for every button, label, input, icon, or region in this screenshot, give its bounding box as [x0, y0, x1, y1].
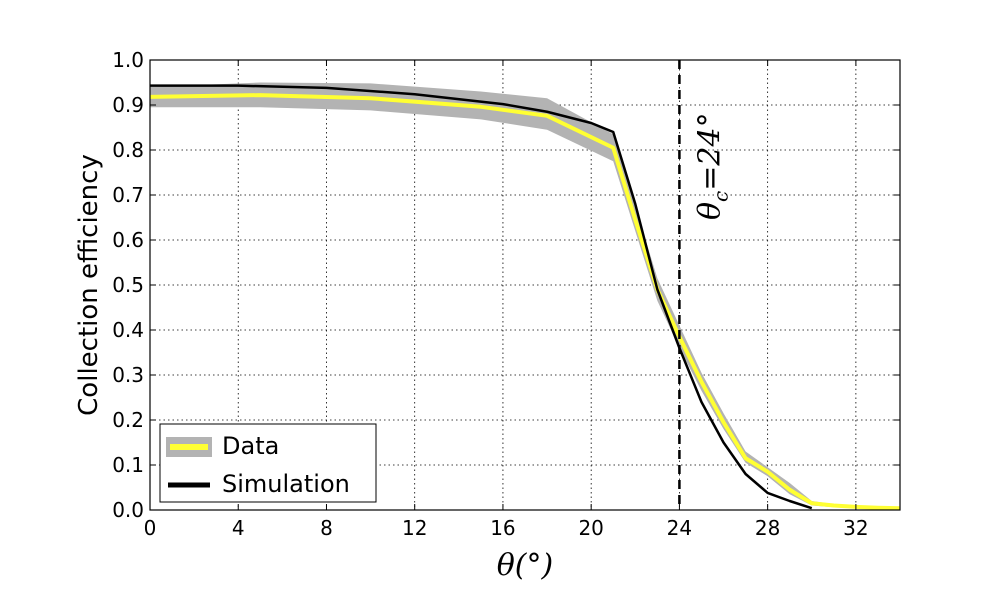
y-tick-label: 1.0 [112, 48, 144, 72]
x-tick-label: 28 [755, 516, 780, 540]
axis-ticks: 0 4 8 12 16 20 24 28 32 0.0 0.1 0.2 0.3 0.4 0.5 0.6 0.7 0… [112, 48, 900, 540]
y-tick-label: 0.1 [112, 453, 144, 477]
simulation-series-line [150, 84, 813, 510]
legend-label-data: Data [222, 432, 279, 460]
legend-label-simulation: Simulation [222, 470, 350, 498]
axis-labels: Collection efficiency θ(°) [74, 154, 553, 583]
x-tick-label: 20 [578, 516, 603, 540]
y-tick-label: 0.6 [112, 228, 144, 252]
critical-angle-label: θc=24° [692, 112, 732, 220]
x-tick-label: 32 [843, 516, 868, 540]
y-tick-label: 0.0 [112, 498, 144, 522]
y-tick-label: 0.8 [112, 138, 144, 162]
legend: Data Simulation [159, 423, 377, 503]
y-tick-label: 0.4 [112, 318, 144, 342]
data-series-line [149, 93, 901, 511]
x-tick-label: 0 [144, 516, 157, 540]
y-axis-label: Collection efficiency [74, 154, 104, 416]
x-tick-label: 16 [490, 516, 515, 540]
y-tick-label: 0.2 [112, 408, 144, 432]
reference-line-layer: θc=24° [678, 60, 732, 510]
y-tick-label: 0.7 [112, 183, 144, 207]
y-tick-label: 0.5 [112, 273, 144, 297]
x-tick-label: 4 [232, 516, 245, 540]
series-layer [149, 82, 901, 511]
x-tick-label: 12 [402, 516, 427, 540]
y-tick-label: 0.9 [112, 93, 144, 117]
y-tick-label: 0.3 [112, 363, 144, 387]
x-axis-label: θ(°) [497, 548, 553, 583]
x-tick-label: 24 [667, 516, 692, 540]
x-tick-label: 8 [320, 516, 333, 540]
